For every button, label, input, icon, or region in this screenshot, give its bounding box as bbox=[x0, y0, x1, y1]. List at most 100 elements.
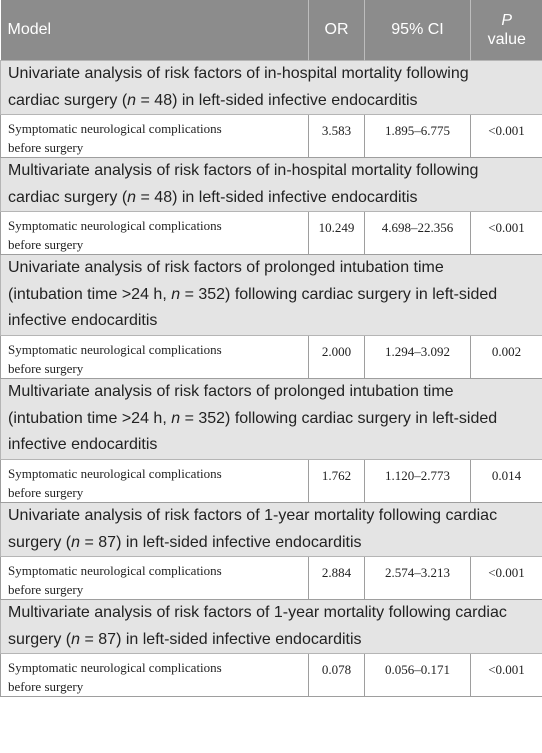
section-line-1: Univariate analysis of risk factors of p… bbox=[8, 259, 444, 277]
p-value: <0.001 bbox=[488, 565, 525, 580]
ci-value: 0.056–0.171 bbox=[385, 662, 450, 677]
ci-cell: 1.294–3.092 bbox=[364, 335, 471, 379]
section-line-2-pre: surgery ( bbox=[8, 630, 72, 648]
or-value: 2.884 bbox=[321, 565, 352, 580]
table-row: Symptomatic neurological complications be… bbox=[0, 459, 542, 503]
p-value: <0.001 bbox=[488, 662, 525, 677]
variable-line-2: before surgery bbox=[8, 237, 84, 252]
ci-cell: 1.120–2.773 bbox=[364, 459, 471, 503]
section-n-variable: n bbox=[171, 409, 181, 427]
section-line-2-pre: surgery ( bbox=[8, 533, 72, 551]
ci-value: 2.574–3.213 bbox=[385, 565, 450, 580]
table-row: Symptomatic neurological complications be… bbox=[0, 114, 542, 158]
section-heading: Univariate analysis of risk factors of i… bbox=[0, 60, 542, 115]
section-heading-row: Multivariate analysis of risk factors of… bbox=[0, 599, 542, 654]
table-row: Symptomatic neurological complications be… bbox=[0, 556, 542, 600]
section-heading: Multivariate analysis of risk factors of… bbox=[0, 378, 542, 460]
p-value: <0.001 bbox=[488, 220, 525, 235]
p-value: 0.002 bbox=[491, 344, 522, 359]
table-row: Symptomatic neurological complications be… bbox=[0, 211, 542, 255]
variable-line-2: before surgery bbox=[8, 361, 84, 376]
p-cell: <0.001 bbox=[470, 114, 542, 158]
section-line-1: Multivariate analysis of risk factors of… bbox=[8, 162, 479, 179]
section-n-variable: n bbox=[127, 91, 137, 109]
variable-line-1: Symptomatic neurological complications bbox=[8, 466, 222, 481]
variable-line-1: Symptomatic neurological complications bbox=[8, 563, 222, 578]
p-value: <0.001 bbox=[488, 123, 525, 138]
p-value: 0.014 bbox=[491, 468, 522, 483]
header-or: OR bbox=[308, 0, 365, 61]
section-line-1: Univariate analysis of risk factors of i… bbox=[8, 65, 469, 82]
section-n-value: = 48) in left-sided infective endocardit… bbox=[136, 188, 418, 206]
or-cell: 0.078 bbox=[308, 653, 365, 697]
section-n-value: = 352) following cardiac surgery in left… bbox=[180, 285, 498, 303]
section-heading-row: Univariate analysis of risk factors of p… bbox=[0, 254, 542, 336]
section-heading-row: Multivariate analysis of risk factors of… bbox=[0, 378, 542, 460]
table-row: Symptomatic neurological complications be… bbox=[0, 335, 542, 379]
variable-cell: Symptomatic neurological complications be… bbox=[0, 653, 309, 697]
section-n-variable: n bbox=[71, 533, 81, 551]
section-line-1: Multivariate analysis of risk factors of… bbox=[8, 604, 507, 621]
ci-cell: 4.698–22.356 bbox=[364, 211, 471, 255]
ci-value: 4.698–22.356 bbox=[381, 220, 454, 235]
section-n-variable: n bbox=[127, 188, 137, 206]
header-model: Model bbox=[0, 0, 309, 61]
variable-line-2: before surgery bbox=[8, 582, 84, 597]
section-line-1: Univariate analysis of risk factors of 1… bbox=[8, 507, 498, 524]
or-cell: 2.884 bbox=[308, 556, 365, 600]
section-heading: Univariate analysis of risk factors of 1… bbox=[0, 502, 542, 557]
ci-value: 1.120–2.773 bbox=[385, 468, 450, 483]
section-n-value: = 352) following cardiac surgery in left… bbox=[180, 409, 498, 427]
section-n-variable: n bbox=[71, 630, 81, 648]
or-value: 0.078 bbox=[321, 662, 352, 677]
ci-cell: 0.056–0.171 bbox=[364, 653, 471, 697]
header-p-value: P value bbox=[470, 0, 542, 61]
p-cell: <0.001 bbox=[470, 211, 542, 255]
variable-cell: Symptomatic neurological complications be… bbox=[0, 335, 309, 379]
header-ci: 95% CI bbox=[364, 0, 471, 61]
section-heading: Multivariate analysis of risk factors of… bbox=[0, 599, 542, 654]
variable-cell: Symptomatic neurological complications be… bbox=[0, 211, 309, 255]
p-cell: 0.014 bbox=[470, 459, 542, 503]
variable-line-2: before surgery bbox=[8, 679, 84, 694]
ci-cell: 2.574–3.213 bbox=[364, 556, 471, 600]
or-cell: 10.249 bbox=[308, 211, 365, 255]
or-cell: 2.000 bbox=[308, 335, 365, 379]
section-n-value: = 87) in left-sided infective endocardit… bbox=[80, 533, 362, 551]
or-cell: 3.583 bbox=[308, 114, 365, 158]
ci-value: 1.294–3.092 bbox=[385, 344, 450, 359]
section-heading-row: Univariate analysis of risk factors of i… bbox=[0, 60, 542, 115]
section-heading-row: Univariate analysis of risk factors of 1… bbox=[0, 502, 542, 557]
ci-cell: 1.895–6.775 bbox=[364, 114, 471, 158]
variable-line-1: Symptomatic neurological complications bbox=[8, 218, 222, 233]
p-cell: 0.002 bbox=[470, 335, 542, 379]
header-p-italic: P bbox=[501, 12, 513, 29]
ci-value: 1.895–6.775 bbox=[385, 123, 450, 138]
section-n-value: = 48) in left-sided infective endocardit… bbox=[136, 91, 418, 109]
section-n-value: = 87) in left-sided infective endocardit… bbox=[80, 630, 362, 648]
or-cell: 1.762 bbox=[308, 459, 365, 503]
section-line-2-pre: (intubation time >24 h, bbox=[8, 285, 172, 303]
section-line-3: infective endocarditis bbox=[8, 436, 158, 454]
variable-cell: Symptomatic neurological complications be… bbox=[0, 459, 309, 503]
section-heading-row: Multivariate analysis of risk factors of… bbox=[0, 157, 542, 212]
section-line-3: infective endocarditis bbox=[8, 312, 158, 330]
variable-line-1: Symptomatic neurological complications bbox=[8, 342, 222, 357]
header-row: Model OR 95% CI P value bbox=[0, 0, 542, 61]
header-p-rest: value bbox=[487, 31, 526, 48]
section-n-variable: n bbox=[171, 285, 181, 303]
section-heading: Univariate analysis of risk factors of p… bbox=[0, 254, 542, 336]
or-value: 1.762 bbox=[321, 468, 352, 483]
table-row: Symptomatic neurological complications be… bbox=[0, 653, 542, 697]
or-value: 3.583 bbox=[321, 123, 352, 138]
or-value: 2.000 bbox=[321, 344, 352, 359]
section-heading: Multivariate analysis of risk factors of… bbox=[0, 157, 542, 212]
p-cell: <0.001 bbox=[470, 556, 542, 600]
results-table: Model OR 95% CI P value Univariate analy… bbox=[0, 0, 542, 697]
variable-line-2: before surgery bbox=[8, 140, 84, 155]
variable-line-1: Symptomatic neurological complications bbox=[8, 660, 222, 675]
section-line-2-pre: cardiac surgery ( bbox=[8, 188, 128, 206]
section-line-2-pre: (intubation time >24 h, bbox=[8, 409, 172, 427]
section-line-2-pre: cardiac surgery ( bbox=[8, 91, 128, 109]
variable-line-2: before surgery bbox=[8, 485, 84, 500]
